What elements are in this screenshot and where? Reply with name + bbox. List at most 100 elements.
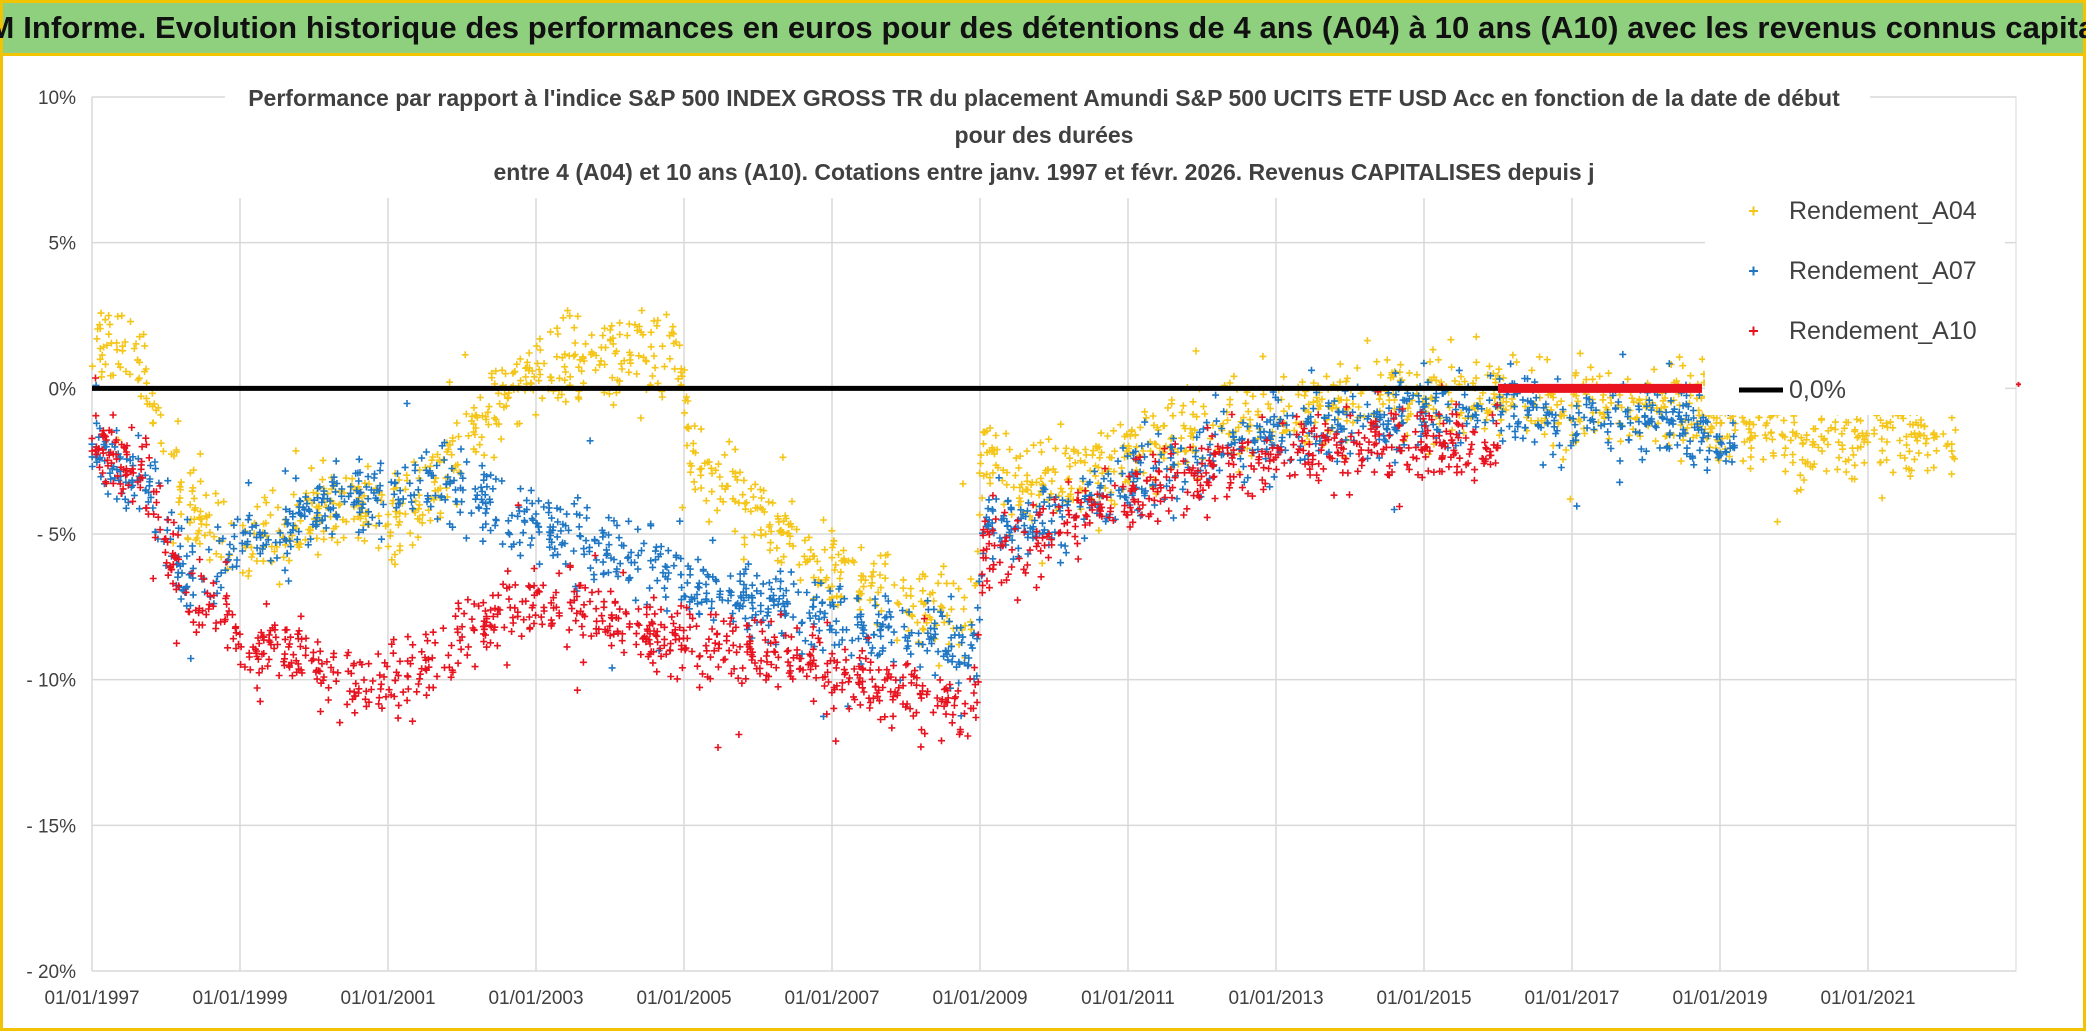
data-point-Rendement_A07 [264,536,272,544]
data-point-Rendement_A04 [1098,469,1106,477]
data-point-Rendement_A10 [1469,428,1477,436]
data-point-Rendement_A10 [1492,459,1500,467]
data-point-Rendement_A07 [638,547,645,555]
data-point-Rendement_A07 [1392,391,1400,399]
data-point-Rendement_A07 [1583,424,1591,432]
data-point-Rendement_A10 [505,595,513,603]
data-point-Rendement_A04 [1095,443,1103,451]
data-point-Rendement_A07 [347,483,355,491]
data-point-Rendement_A07 [698,598,706,606]
data-point-Rendement_A04 [1385,396,1393,404]
data-point-Rendement_A04 [731,497,739,505]
data-point-Rendement_A04 [1596,372,1604,380]
data-point-Rendement_A04 [239,522,247,529]
data-point-Rendement_A10 [1098,503,1106,511]
data-point-Rendement_A10 [100,431,108,439]
data-point-Rendement_A07 [1349,393,1357,400]
data-point-Rendement_A07 [1199,425,1207,433]
data-point-Rendement_A10 [302,651,310,659]
data-point-Rendement_A07 [931,630,939,638]
data-point-Rendement_A04 [1140,469,1148,477]
data-point-Rendement_A10 [503,661,511,669]
data-point-Rendement_A10 [921,730,929,738]
data-point-Rendement_A10 [917,743,925,751]
data-point-Rendement_A10 [108,428,116,436]
data-point-Rendement_A04 [426,517,434,524]
data-point-Rendement_A07 [406,479,414,487]
data-point-Rendement_A10 [298,635,306,643]
data-point-Rendement_A07 [572,583,580,590]
data-point-Rendement_A10 [756,670,764,678]
data-point-Rendement_A10 [1106,508,1114,515]
data-point-Rendement_A04 [455,433,463,440]
data-point-Rendement_A04 [832,561,840,569]
data-point-Rendement_A07 [1391,426,1399,434]
data-point-Rendement_A07 [1478,405,1486,413]
data-point-Rendement_A04 [920,626,928,634]
data-point-Rendement_A10 [1403,461,1411,469]
data-point-Rendement_A04 [1802,436,1810,444]
data-point-Rendement_A07 [1690,414,1698,422]
data-point-Rendement_A04 [511,368,518,376]
data-point-Rendement_A10 [904,660,912,668]
data-point-Rendement_A10 [257,629,265,636]
data-point-Rendement_A10 [601,626,609,634]
data-point-Rendement_A10 [1439,420,1447,427]
data-point-Rendement_A04 [1052,444,1060,452]
data-point-Rendement_A10 [482,618,490,626]
data-point-Rendement_A10 [1249,449,1257,457]
data-point-Rendement_A07 [1237,455,1244,463]
data-point-Rendement_A04 [98,373,105,381]
data-point-Rendement_A04 [498,366,506,374]
data-point-Rendement_A04 [1574,397,1582,405]
data-point-Rendement_A07 [1278,437,1286,445]
data-point-Rendement_A10 [821,682,828,690]
data-point-Rendement_A10 [1493,401,1501,409]
data-point-Rendement_A04 [1081,446,1089,453]
data-point-Rendement_A10 [289,651,297,659]
data-point-Rendement_A04 [1389,373,1397,381]
data-point-Rendement_A10 [1135,505,1143,513]
data-point-Rendement_A07 [781,603,789,610]
data-point-Rendement_A10 [464,643,472,651]
data-point-Rendement_A04 [1070,447,1078,455]
data-point-Rendement_A04 [1855,432,1863,440]
data-point-Rendement_A07 [599,570,607,578]
data-point-Rendement_A04 [1343,396,1351,404]
data-point-Rendement_A10 [1034,539,1042,547]
data-point-Rendement_A07 [392,504,400,512]
data-point-Rendement_A04 [1030,441,1038,449]
series-Rendement_A10 [88,374,1502,751]
legend-marker [1749,206,1758,216]
data-point-Rendement_A10 [1399,405,1406,413]
data-point-Rendement_A04 [388,556,396,564]
data-point-Rendement_A07 [379,501,387,508]
data-point-Rendement_A04 [1481,425,1489,433]
data-point-Rendement_A07 [332,457,340,465]
data-point-Rendement_A04 [562,398,570,406]
data-point-Rendement_A10 [979,531,987,539]
data-point-Rendement_A07 [769,596,777,603]
data-point-Rendement_A10 [1273,444,1281,452]
data-point-Rendement_A07 [843,626,850,634]
data-point-Rendement_A10 [809,623,817,631]
data-point-Rendement_A04 [409,541,417,549]
data-point-Rendement_A04 [1562,446,1570,454]
data-point-Rendement_A04 [613,376,621,384]
data-point-Rendement_A04 [669,323,677,331]
data-point-Rendement_A04 [488,369,496,377]
data-point-Rendement_A04 [828,582,836,590]
data-point-Rendement_A07 [1330,397,1338,405]
data-point-Rendement_A04 [856,606,864,614]
data-point-Rendement_A10 [1139,501,1147,509]
data-point-Rendement_A04 [361,537,368,545]
data-point-Rendement_A04 [315,504,323,512]
data-point-Rendement_A07 [528,534,536,542]
data-point-Rendement_A10 [942,710,950,718]
data-point-Rendement_A10 [265,655,273,663]
data-point-Rendement_A04 [471,412,479,420]
data-point-Rendement_A07 [1573,502,1581,510]
data-point-Rendement_A07 [790,580,798,588]
data-point-Rendement_A10 [237,661,245,668]
data-point-Rendement_A07 [604,569,612,577]
